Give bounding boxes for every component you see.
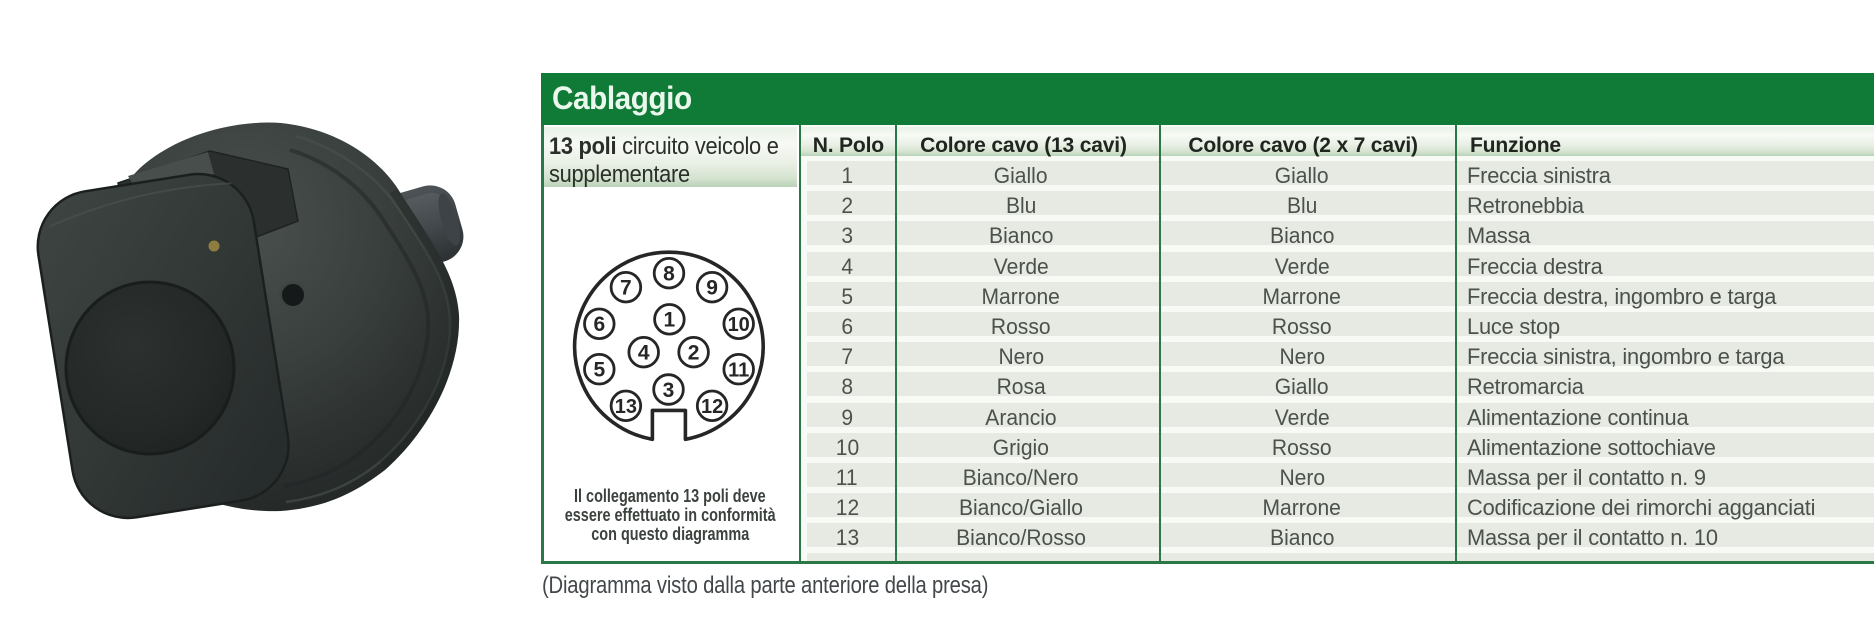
- svg-text:4: 4: [638, 342, 650, 365]
- svg-text:1: 1: [664, 309, 676, 332]
- svg-text:6: 6: [593, 313, 605, 336]
- svg-text:3: 3: [663, 379, 675, 402]
- svg-text:2: 2: [688, 342, 700, 365]
- svg-text:7: 7: [620, 277, 632, 300]
- svg-text:13: 13: [615, 396, 637, 418]
- svg-text:11: 11: [728, 360, 749, 382]
- svg-text:10: 10: [728, 314, 750, 336]
- svg-text:8: 8: [663, 263, 675, 286]
- svg-text:5: 5: [593, 359, 605, 382]
- svg-text:12: 12: [701, 396, 723, 418]
- svg-text:9: 9: [706, 277, 718, 300]
